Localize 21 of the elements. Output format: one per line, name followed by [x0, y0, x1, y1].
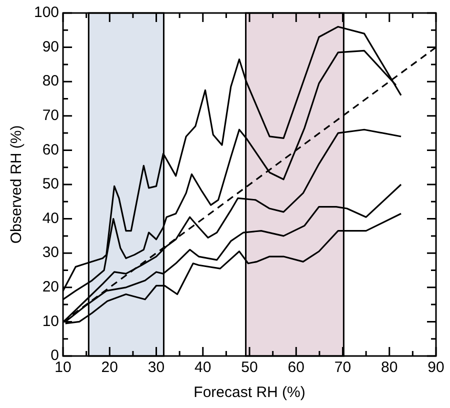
y-tick-label: 100 [34, 4, 60, 22]
y-tick-label: 50 [42, 176, 60, 193]
x-tick-label: 10 [54, 359, 72, 376]
y-tick-label: 20 [42, 278, 60, 296]
y-axis-title: Observed RH (%) [8, 125, 26, 244]
x-axis-title: Forecast RH (%) [194, 384, 306, 402]
x-tick-label: 30 [148, 359, 165, 376]
y-tick-label: 10 [42, 312, 60, 330]
x-tick-label: 60 [288, 359, 304, 376]
x-tick-label: 50 [241, 359, 258, 376]
x-tick-label: 80 [381, 359, 398, 376]
y-tick-label: 70 [42, 107, 60, 124]
x-tick-label: 70 [334, 359, 352, 376]
x-tick-label: 20 [101, 359, 118, 376]
x-tick-label: 90 [428, 359, 444, 376]
y-tick-label: 90 [42, 38, 60, 56]
y-tick-label: 40 [42, 210, 60, 227]
x-tick-label: 40 [194, 359, 212, 376]
y-tick-label: 60 [42, 141, 60, 158]
y-tick-label: 30 [42, 244, 60, 262]
y-tick-label: 80 [42, 72, 60, 90]
